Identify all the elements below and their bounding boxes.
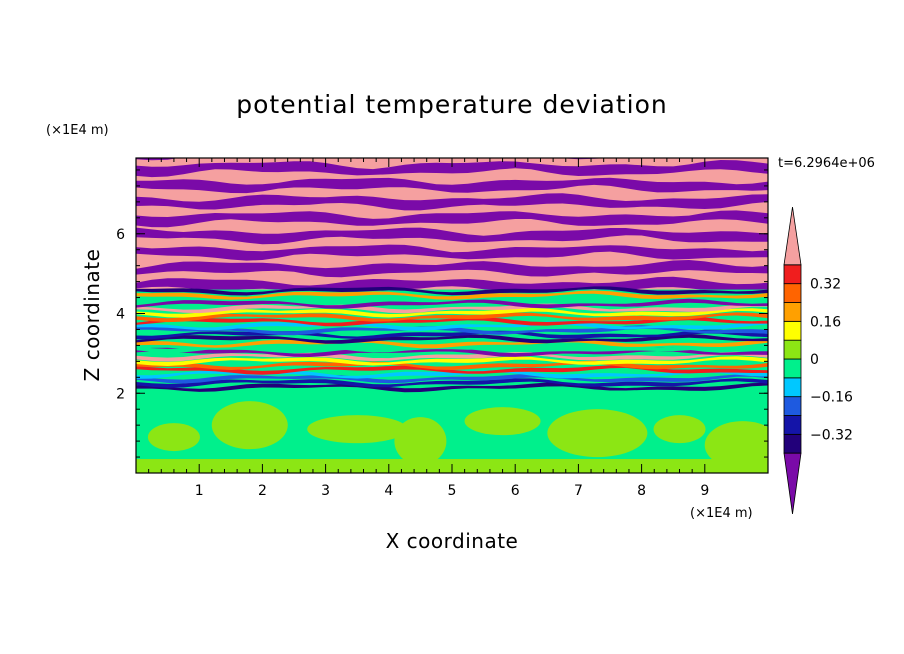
field-band	[136, 286, 768, 296]
field-band	[136, 382, 768, 393]
field-patch	[211, 401, 288, 450]
plot-area	[136, 158, 768, 473]
x-tick-label: 6	[511, 483, 520, 499]
field-band	[136, 365, 768, 375]
field-band	[136, 338, 768, 349]
field-patch	[547, 409, 648, 458]
y-tick-label: 6	[116, 227, 125, 243]
field-band	[136, 312, 768, 323]
x-tick-label: 9	[700, 483, 709, 499]
field-patch	[394, 417, 447, 466]
colorbar-segment	[783, 433, 802, 454]
colorbar-tick-label: −0.32	[810, 427, 853, 443]
chart-title: potential temperature deviation	[236, 90, 667, 119]
colorbar-segment	[783, 264, 802, 285]
field-band	[136, 210, 768, 228]
x-tick-label: 4	[384, 483, 393, 499]
field-band	[136, 356, 768, 366]
field-band	[136, 373, 768, 384]
field-band	[136, 333, 768, 344]
colorbar-segment	[783, 283, 802, 303]
colorbar: 0.32 0.16 0 −0.16 −0.32	[783, 206, 853, 515]
y-tick-label: 2	[116, 386, 125, 402]
field-band	[136, 343, 768, 353]
x-tick-label: 5	[448, 483, 457, 499]
field-band	[136, 177, 768, 194]
colorbar-segment	[783, 339, 802, 360]
colorbar-segment	[783, 415, 802, 435]
field-band	[136, 193, 768, 211]
x-tick-label: 1	[195, 483, 204, 499]
field-band	[136, 298, 768, 309]
x-unit-label: (×1E4 m)	[690, 506, 753, 521]
colorbar-top-extension	[783, 206, 802, 266]
y-unit-label: (×1E4 m)	[46, 123, 109, 138]
field-band	[136, 290, 768, 300]
colorbar-tick-label: −0.16	[810, 390, 853, 406]
field-band	[136, 320, 768, 331]
time-stamp: t=6.2964e+06	[778, 156, 875, 171]
x-tick-label: 8	[637, 483, 646, 499]
field-band	[136, 303, 768, 314]
field-band	[136, 316, 768, 327]
colorbar-segment	[783, 302, 802, 322]
colorbar-segment	[783, 320, 802, 341]
colorbar-tick-label: 0	[810, 352, 819, 368]
colorbar-bottom-extension	[783, 452, 802, 515]
field-band	[136, 227, 768, 245]
x-tick-label: 7	[574, 483, 583, 499]
colorbar-segment	[783, 377, 802, 398]
field-band	[136, 347, 768, 357]
x-ticks: 1 2 3 4 5 6 7 8 9	[148, 158, 709, 499]
field-patch	[704, 421, 768, 470]
y-tick-label: 4	[116, 307, 125, 323]
field-band	[136, 260, 768, 278]
field-band	[136, 160, 768, 178]
field-band	[136, 244, 768, 261]
field-band	[136, 307, 768, 318]
colorbar-segment	[783, 358, 802, 379]
x-tick-label: 2	[258, 483, 267, 499]
field-band	[136, 378, 768, 388]
y-ticks: 2 4 6	[116, 169, 768, 458]
field-patch	[653, 415, 706, 444]
contour-bands	[136, 158, 768, 473]
x-tick-label: 3	[321, 483, 330, 499]
field-patch	[307, 415, 408, 444]
colorbar-tick-label: 0.32	[810, 277, 841, 293]
field-patch	[464, 407, 541, 436]
colorbar-tick-label: 0.16	[810, 314, 841, 330]
colorbar-segment	[783, 396, 802, 416]
x-axis-label: X coordinate	[386, 529, 519, 553]
y-axis-label: Z coordinate	[80, 249, 104, 382]
field-patch	[147, 423, 200, 452]
